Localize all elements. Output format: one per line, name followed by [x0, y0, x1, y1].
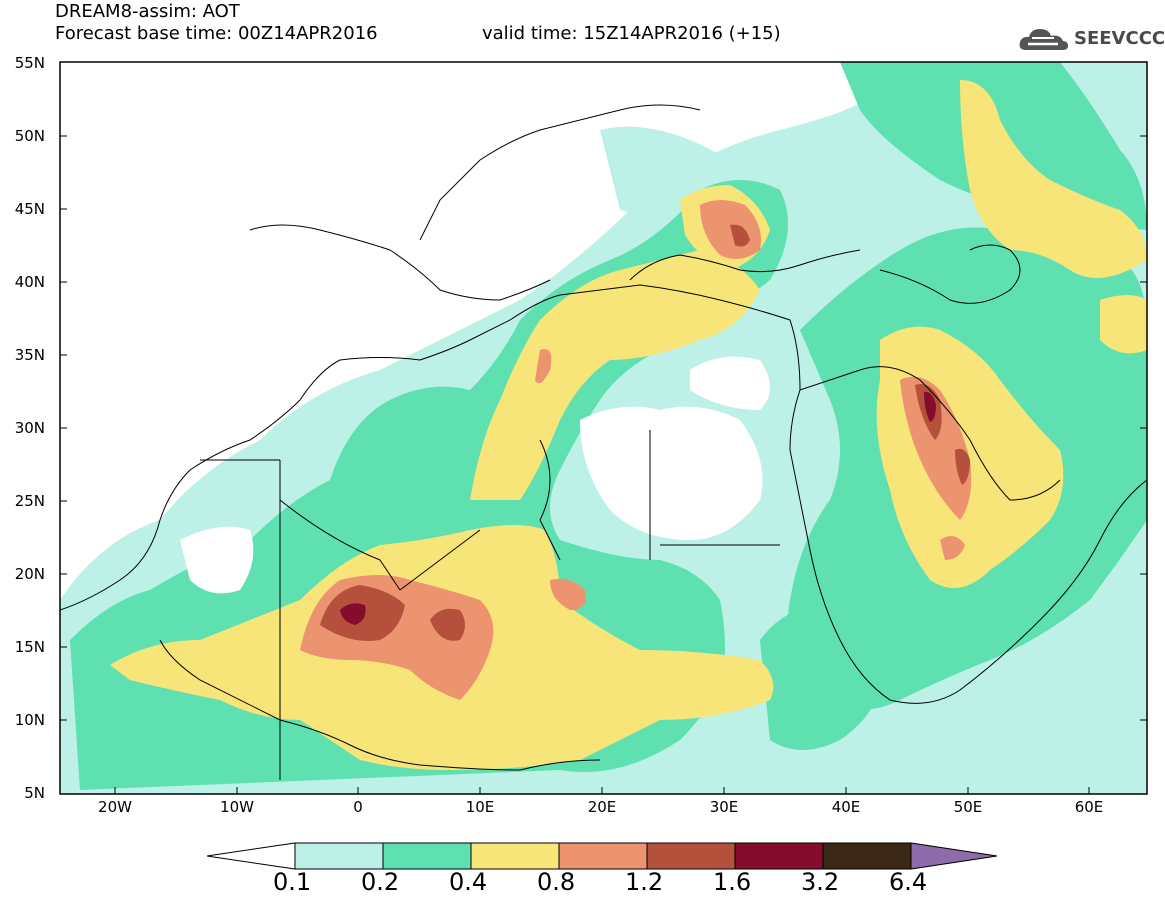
- map-title: DREAM8-assim: AOT: [55, 1, 240, 22]
- lon-label: 20E: [588, 798, 617, 816]
- colorbar-label: 6.4: [889, 868, 928, 896]
- lat-label: 50N: [15, 127, 45, 145]
- lon-label: 60E: [1075, 798, 1104, 816]
- lon-label: 20W: [98, 798, 132, 816]
- colorbar-segment: [558, 842, 648, 870]
- colorbar-segment: [734, 842, 824, 870]
- forecast-base-time: Forecast base time: 00Z14APR2016: [55, 23, 378, 44]
- lat-label: 5N: [24, 784, 45, 802]
- colorbar-segment: [470, 842, 560, 870]
- lat-label: 15N: [15, 638, 45, 656]
- lat-label: 20N: [15, 565, 45, 583]
- lat-label: 25N: [15, 492, 45, 510]
- lon-label: 30E: [710, 798, 739, 816]
- colorbar-label: 0.2: [361, 868, 400, 896]
- lat-label: 55N: [15, 54, 45, 72]
- colorbar-segment: [382, 842, 472, 870]
- colorbar-segment: [206, 842, 296, 870]
- lat-label: 40N: [15, 273, 45, 291]
- lon-label: 0: [353, 798, 363, 816]
- colorbar-segment: [910, 842, 998, 870]
- colorbar-label: 0.8: [537, 868, 576, 896]
- lon-label: 50E: [954, 798, 983, 816]
- colorbar-label: 1.2: [625, 868, 664, 896]
- lon-label: 40E: [832, 798, 861, 816]
- lat-label: 10N: [15, 711, 45, 729]
- colorbar-segment: [646, 842, 736, 870]
- lon-label: 10W: [220, 798, 254, 816]
- colorbar-label: 1.6: [713, 868, 752, 896]
- lat-label: 45N: [15, 200, 45, 218]
- cloud-icon: [1019, 29, 1068, 50]
- colorbar: [206, 842, 998, 870]
- lat-label: 30N: [15, 419, 45, 437]
- colorbar-segment: [294, 842, 384, 870]
- aot-field: [60, 62, 1147, 794]
- coastlines: [60, 104, 1147, 780]
- axis-ticks: [60, 61, 1147, 794]
- lat-label: 35N: [15, 346, 45, 364]
- seevccc-logo: SEEVCCC: [1018, 24, 1165, 54]
- logo-text: SEEVCCC: [1074, 28, 1165, 49]
- colorbar-label: 0.1: [273, 868, 312, 896]
- colorbar-segment: [822, 842, 912, 870]
- colorbar-label: 0.4: [449, 868, 488, 896]
- colorbar-label: 3.2: [801, 868, 840, 896]
- lon-label: 10E: [466, 798, 495, 816]
- valid-time: valid time: 15Z14APR2016 (+15): [482, 23, 781, 44]
